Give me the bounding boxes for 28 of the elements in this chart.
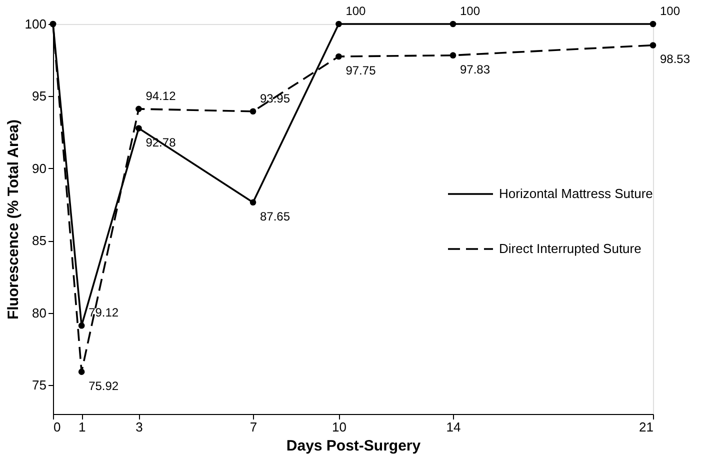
legend-label: Direct Interrupted Suture <box>499 241 642 256</box>
x-tick-label: 10 <box>332 420 346 434</box>
y-tick-label: 75 <box>32 378 46 393</box>
y-tick-label: 80 <box>32 305 46 320</box>
data-label: 98.53 <box>660 52 690 66</box>
data-label: 100 <box>660 4 680 18</box>
data-label: 100 <box>346 4 366 18</box>
data-label: 94.12 <box>146 88 176 103</box>
y-tick-label: 100 <box>24 16 46 32</box>
x-tick-label: 7 <box>250 420 258 434</box>
data-label: 93.95 <box>260 91 290 106</box>
data-label: 79.12 <box>88 306 119 320</box>
legend-label: Horizontal Mattress Suture <box>499 186 653 201</box>
x-tick-label: 21 <box>639 420 654 434</box>
x-tick-label: 0 <box>54 420 61 434</box>
data-label: 87.65 <box>260 209 290 224</box>
x-tick-label: 1 <box>78 420 86 434</box>
data-label: 75.92 <box>88 378 119 393</box>
y-tick-label: 95 <box>32 88 46 104</box>
x-tick-label: 14 <box>446 420 461 434</box>
data-label: 97.83 <box>460 62 490 76</box>
x-axis-title: Days Post-Surgery <box>286 438 422 454</box>
y-tick-label: 90 <box>32 160 46 176</box>
data-label: 97.75 <box>346 64 376 78</box>
data-label: 100 <box>460 4 480 18</box>
y-tick-label: 85 <box>32 233 46 248</box>
x-tick-label: 3 <box>136 420 143 434</box>
y-axis-title: Fluorescence (% Total Area) <box>4 119 22 320</box>
